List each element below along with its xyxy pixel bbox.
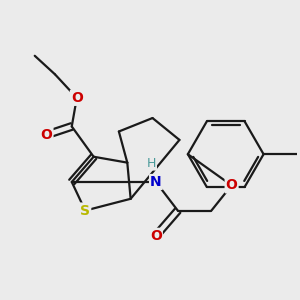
Text: O: O: [150, 229, 162, 243]
Text: S: S: [80, 204, 90, 218]
Text: H: H: [147, 157, 156, 170]
Text: O: O: [226, 178, 238, 192]
Text: O: O: [40, 128, 52, 142]
Text: N: N: [150, 175, 162, 189]
Text: O: O: [71, 91, 83, 105]
